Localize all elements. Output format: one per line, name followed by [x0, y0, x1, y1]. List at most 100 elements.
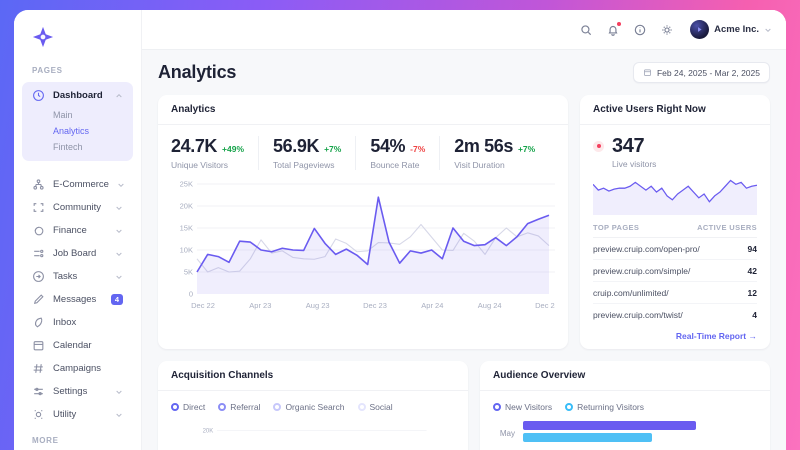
- metric-value: 2m 56s: [454, 136, 513, 156]
- sidebar-spacer: [14, 161, 141, 173]
- svg-text:20K: 20K: [203, 429, 214, 435]
- user-menu[interactable]: Acme Inc.: [690, 20, 772, 39]
- topbar: Acme Inc.: [142, 10, 786, 50]
- dashboard-row-1: Analytics 24.7K +49% Unique Visitors: [158, 95, 770, 349]
- play-triangle-icon: [698, 27, 702, 32]
- info-icon[interactable]: [633, 23, 647, 37]
- svg-text:Aug 24: Aug 24: [478, 301, 502, 310]
- notifications-button[interactable]: [606, 21, 622, 37]
- calendar-icon: [644, 69, 651, 76]
- notifications-bell-icon: [608, 25, 618, 36]
- legend-label: New Visitors: [505, 402, 553, 412]
- live-card-title: Active Users Right Now: [580, 95, 770, 125]
- legend-item-referral[interactable]: Referral: [218, 402, 260, 412]
- sidebar-item-utility[interactable]: Utility: [22, 403, 133, 426]
- sidebar-item-label: Campaigns: [53, 363, 102, 374]
- metric-label: Unique Visitors: [171, 160, 229, 170]
- avatar: [690, 20, 710, 39]
- legend-item-organic-search[interactable]: Organic Search: [273, 402, 345, 412]
- dashboard-row-2: Acquisition Channels Direct Referral: [158, 361, 770, 450]
- legend-dot-icon: [171, 403, 179, 411]
- page-url: cruip.com/unlimited/: [593, 287, 669, 298]
- sidebar-item-dashboard[interactable]: Dashboard: [22, 84, 133, 107]
- chevron-down-icon[interactable]: [115, 388, 123, 396]
- tasks-icon: [33, 271, 44, 282]
- chevron-down-icon[interactable]: [115, 411, 123, 419]
- table-row[interactable]: cruip.com/unlimited/ 12: [593, 282, 757, 304]
- bar-returning-visitors[interactable]: [523, 433, 652, 442]
- settings-icon: [34, 387, 43, 396]
- sidebar-item-calendar[interactable]: Calendar: [22, 334, 133, 357]
- table-row[interactable]: preview.cruip.com/simple/ 42: [593, 260, 757, 282]
- chevron-down-icon[interactable]: [115, 204, 123, 212]
- svg-text:Dec 24: Dec 24: [535, 301, 555, 310]
- page-url: preview.cruip.com/open-pro/: [593, 243, 700, 254]
- svg-text:Apr 24: Apr 24: [421, 301, 443, 310]
- metric-delta: +7%: [324, 144, 342, 154]
- sidebar-item-tasks[interactable]: Tasks: [22, 265, 133, 288]
- sidebar-item-label: Job Board: [53, 248, 97, 259]
- svg-text:0: 0: [189, 290, 193, 299]
- analytics-card: Analytics 24.7K +49% Unique Visitors: [158, 95, 568, 349]
- metric-delta: -7%: [410, 144, 426, 154]
- legend-item-returning-visitors[interactable]: Returning Visitors: [565, 402, 644, 412]
- app-logo[interactable]: [14, 22, 141, 66]
- sidebar-item-campaigns[interactable]: Campaigns: [22, 357, 133, 380]
- legend-label: Organic Search: [285, 402, 345, 412]
- legend-dot-icon: [493, 403, 501, 411]
- sidebar-item-label: Dashboard: [53, 90, 103, 101]
- finance-icon: [34, 226, 44, 236]
- legend-item-new-visitors[interactable]: New Visitors: [493, 402, 552, 412]
- sidebar-item-label: Tasks: [53, 271, 78, 282]
- sidebar-item-inbox[interactable]: Inbox: [22, 311, 133, 334]
- acquisition-bar-chart[interactable]: 20K15K: [171, 421, 455, 450]
- sidebar-item-label: Messages: [53, 294, 97, 305]
- col-active-users: ACTIVE USERS: [697, 223, 757, 232]
- top-pages-header: TOP PAGES ACTIVE USERS: [593, 217, 757, 238]
- table-row[interactable]: preview.cruip.com/open-pro/ 94: [593, 238, 757, 260]
- sidebar-subitem-fintech[interactable]: Fintech: [53, 142, 83, 152]
- page-url: preview.cruip.com/twist/: [593, 309, 683, 320]
- search-icon[interactable]: [579, 23, 593, 37]
- calendar-icon: [33, 341, 44, 351]
- campaigns-icon: [33, 364, 43, 373]
- legend-dot-icon: [357, 403, 366, 411]
- sidebar-item-community[interactable]: Community: [22, 196, 133, 219]
- chevron-down-icon[interactable]: [115, 227, 123, 235]
- page-content: Analytics Feb 24, 2025 - Mar 2, 2025 Ana…: [142, 50, 786, 450]
- acquisition-legend: Direct Referral Organic Search: [171, 402, 455, 412]
- legend-label: Referral: [230, 402, 261, 412]
- analytics-line-chart[interactable]: 0 5K 10K 15K 20K 25K Dec 22 Apr 23 Aug 23 Dec 23 A…: [171, 178, 555, 318]
- date-range-picker[interactable]: Feb 24, 2025 - Mar 2, 2025: [632, 62, 770, 83]
- svg-text:Aug 23: Aug 23: [306, 301, 330, 310]
- legend-item-direct[interactable]: Direct: [171, 402, 205, 412]
- legend-dot-icon: [218, 403, 227, 411]
- theme-sun-icon[interactable]: [660, 23, 674, 37]
- sidebar-subitem-main[interactable]: Main: [53, 110, 73, 120]
- bar-new-visitors[interactable]: [523, 421, 697, 430]
- metrics-group: 24.7K +49% Unique Visitors 56.9K +7%: [171, 136, 555, 170]
- community-icon: [33, 203, 44, 212]
- chevron-down-icon[interactable]: [117, 181, 125, 189]
- chevron-up-icon[interactable]: [115, 92, 123, 100]
- messages-icon: [33, 294, 44, 305]
- real-time-report-link[interactable]: Real-Time Report →: [675, 331, 757, 341]
- sidebar-item-settings[interactable]: Settings: [22, 380, 133, 403]
- sidebar-item-label: Settings: [53, 386, 88, 397]
- sidebar-subitem-analytics[interactable]: Analytics: [53, 126, 90, 136]
- legend-label: Social: [369, 402, 393, 412]
- sidebar-item-finance[interactable]: Finance: [22, 219, 133, 242]
- sidebar-section-pages: PAGES: [32, 66, 63, 75]
- page-users: 42: [747, 265, 757, 276]
- sidebar-item-e-commerce[interactable]: E-Commerce: [22, 173, 133, 196]
- sidebar-item-messages[interactable]: Messages 4: [22, 288, 133, 311]
- legend-item-social[interactable]: Social: [357, 402, 393, 412]
- table-row[interactable]: preview.cruip.com/twist/ 4: [593, 304, 757, 325]
- chevron-down-icon[interactable]: [115, 250, 123, 258]
- live-indicator-icon: [593, 140, 604, 152]
- sidebar-item-job-board[interactable]: Job Board: [22, 242, 133, 265]
- job-board-icon: [34, 249, 44, 258]
- chevron-down-icon[interactable]: [115, 273, 123, 281]
- live-count: 347: [612, 135, 645, 157]
- notification-dot: [617, 21, 622, 26]
